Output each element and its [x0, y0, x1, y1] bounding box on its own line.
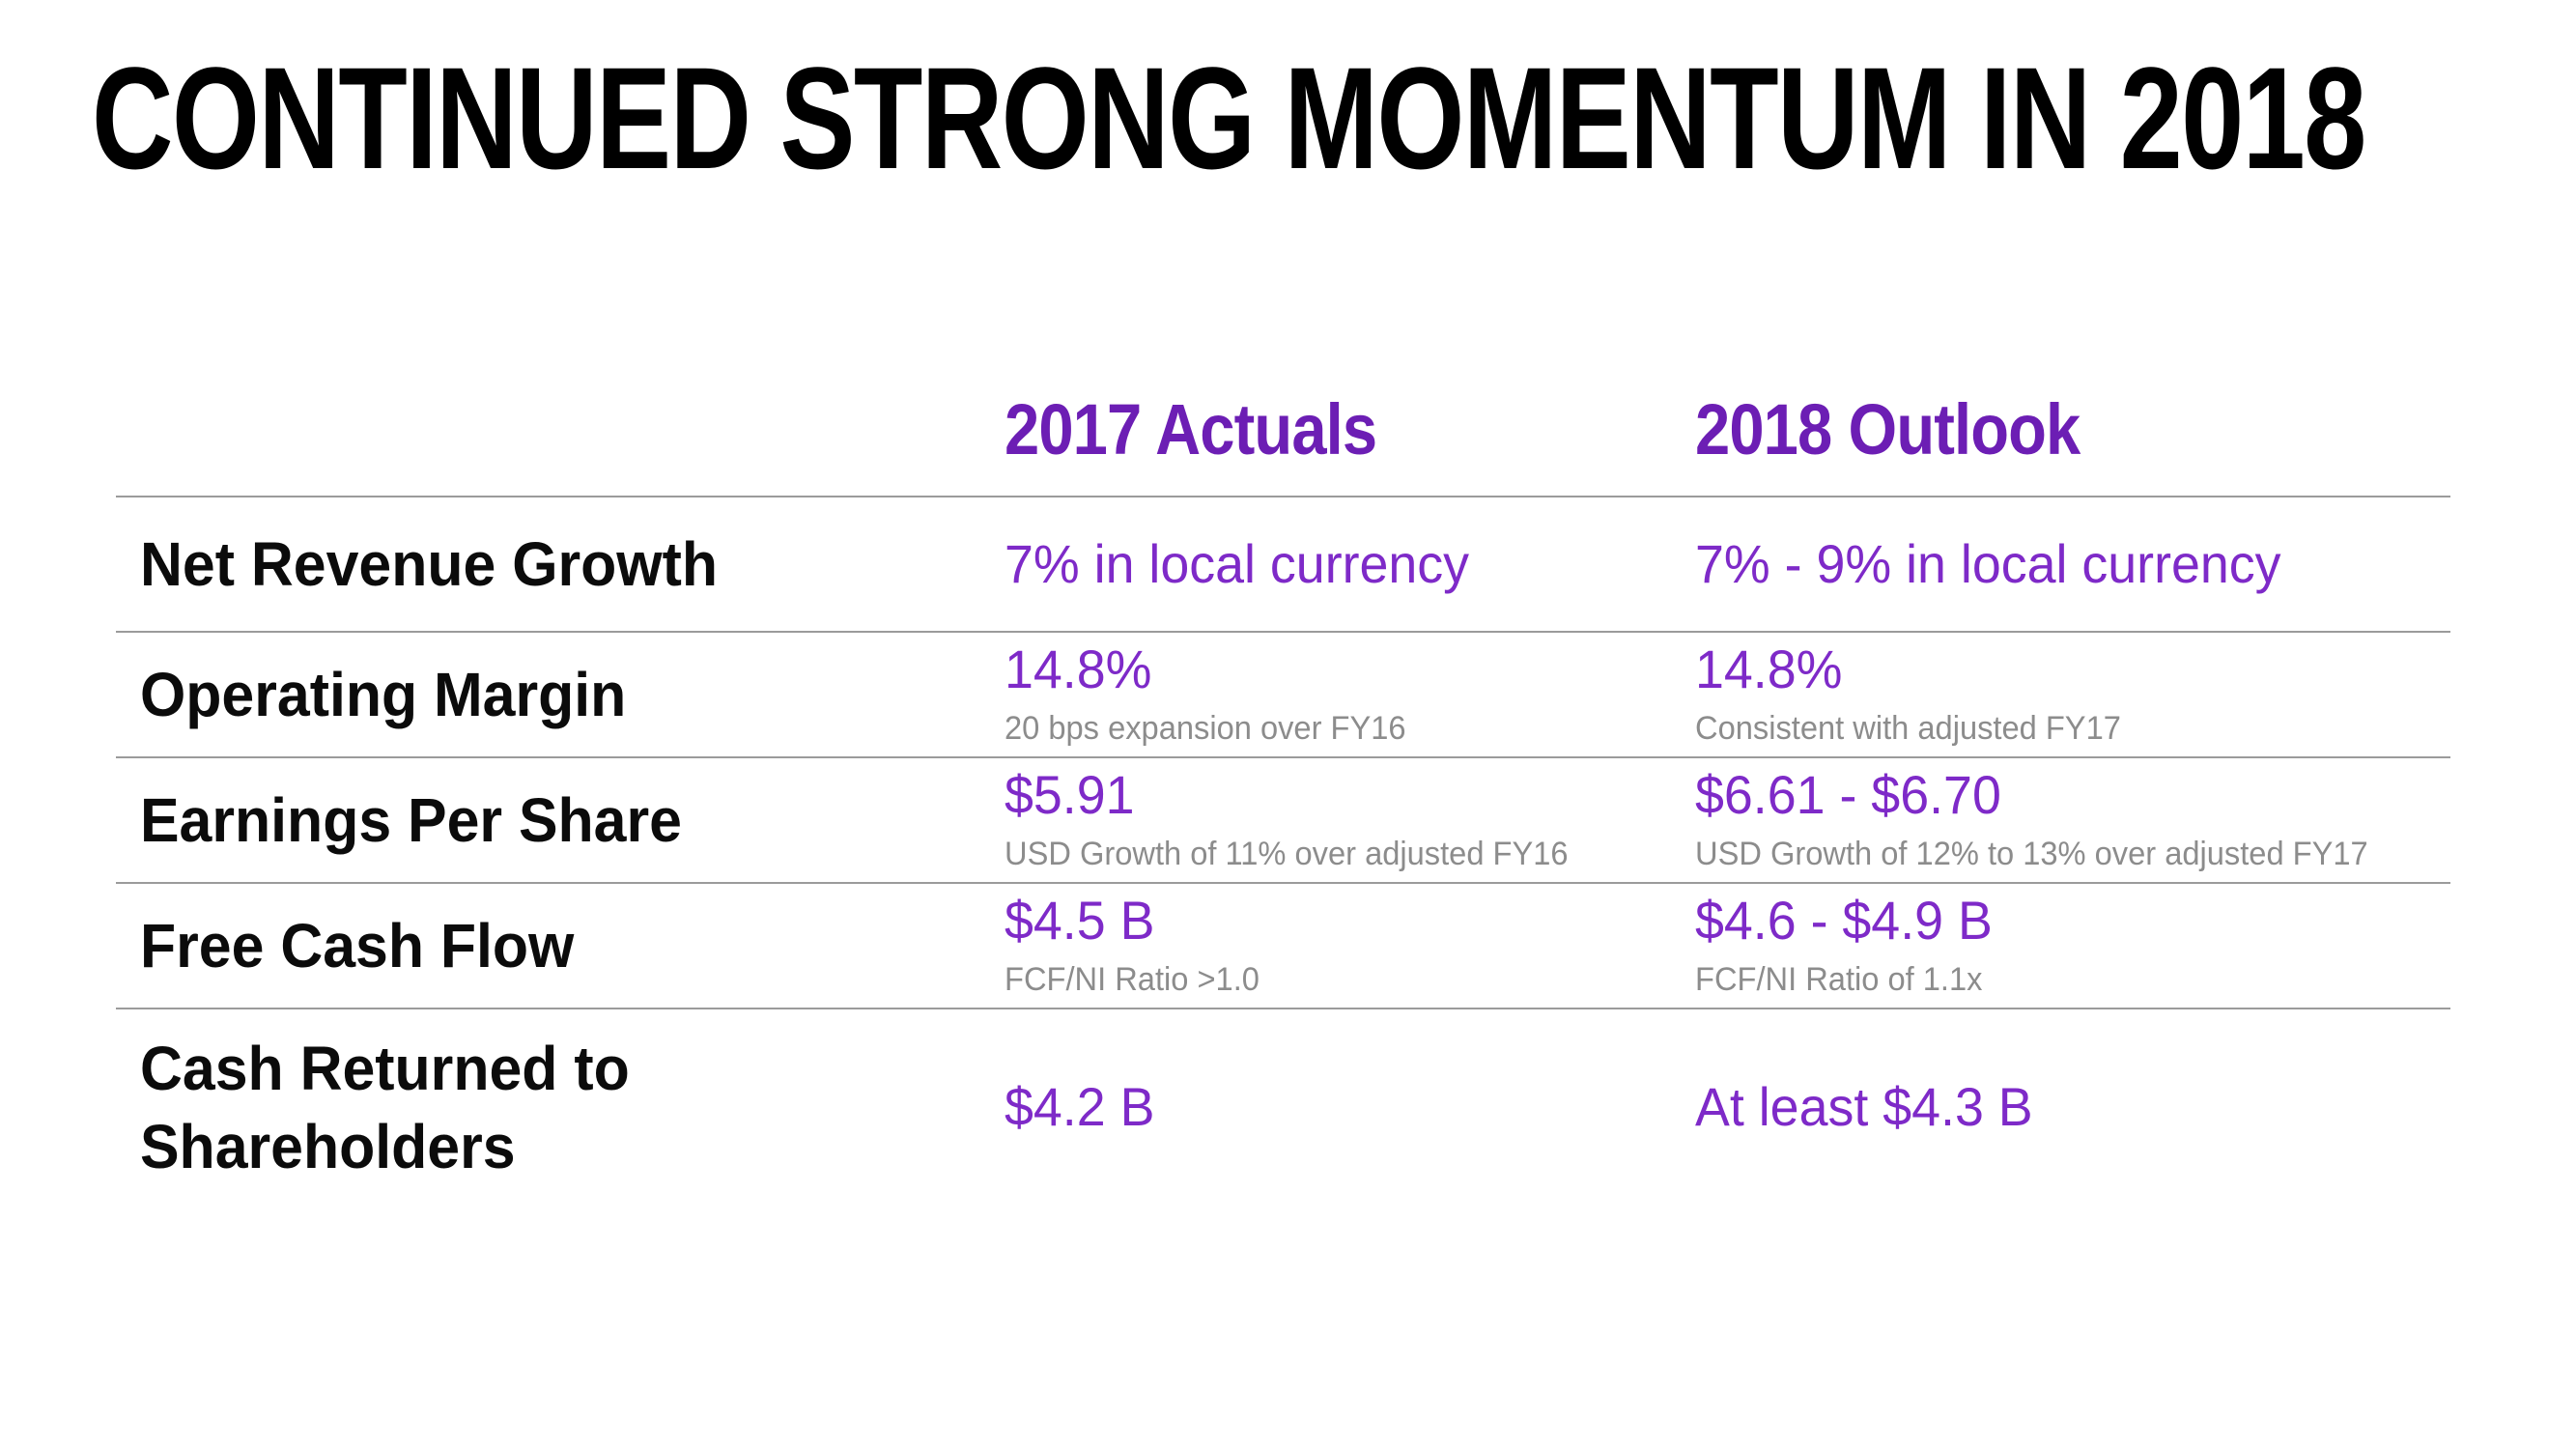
table-row: Operating Margin 14.8% 20 bps expansion …	[116, 631, 2450, 756]
table-row: Net Revenue Growth 7% in local currency …	[116, 496, 2450, 631]
actuals-cell: $4.5 B FCF/NI Ratio >1.0	[995, 884, 1685, 1008]
metric-label-cell: Earnings Per Share	[116, 758, 995, 882]
table-body: Net Revenue Growth 7% in local currency …	[116, 496, 2450, 1206]
metric-label: Net Revenue Growth	[140, 528, 718, 599]
metric-label: Operating Margin	[140, 659, 627, 729]
actual-value: $4.2 B	[1005, 1076, 1155, 1138]
outlook-value: $4.6 - $4.9 B	[1695, 890, 1993, 952]
table-header-row: 2017 Actuals 2018 Outlook	[116, 367, 2450, 496]
actuals-cell: 7% in local currency	[995, 497, 1685, 631]
outlook-value: 14.8%	[1695, 639, 1843, 700]
metric-label-cell: Operating Margin	[116, 633, 995, 756]
column-header-2017-actuals: 2017 Actuals	[1005, 389, 1377, 469]
outlook-value: $6.61 - $6.70	[1695, 764, 2001, 826]
actual-value: 14.8%	[1005, 639, 1152, 700]
metric-label: Free Cash Flow	[140, 910, 575, 980]
outlook-note: FCF/NI Ratio of 1.1x	[1695, 961, 1983, 999]
actual-note: USD Growth of 11% over adjusted FY16	[1005, 836, 1569, 873]
actual-note: 20 bps expansion over FY16	[1005, 710, 1406, 748]
metric-label-cell: Free Cash Flow	[116, 884, 995, 1008]
page-title: CONTINUED STRONG MOMENTUM IN 2018	[92, 37, 2576, 199]
actuals-cell: 14.8% 20 bps expansion over FY16	[995, 633, 1685, 756]
table-row: Free Cash Flow $4.5 B FCF/NI Ratio >1.0 …	[116, 882, 2450, 1008]
outlook-cell: At least $4.3 B	[1685, 1009, 2450, 1206]
actual-value: $4.5 B	[1005, 890, 1155, 952]
table-row: Earnings Per Share $5.91 USD Growth of 1…	[116, 756, 2450, 882]
outlook-value: 7% - 9% in local currency	[1695, 532, 2281, 594]
header-cell-2018: 2018 Outlook	[1685, 388, 2450, 496]
table-row: Cash Returned to Shareholders $4.2 B At …	[116, 1008, 2450, 1206]
actual-note: FCF/NI Ratio >1.0	[1005, 961, 1260, 999]
outlook-note: USD Growth of 12% to 13% over adjusted F…	[1695, 836, 2368, 873]
outlook-cell: 14.8% Consistent with adjusted FY17	[1685, 633, 2450, 756]
outlook-cell: 7% - 9% in local currency	[1685, 497, 2450, 631]
outlook-note: Consistent with adjusted FY17	[1695, 710, 2121, 748]
page-title-text: CONTINUED STRONG MOMENTUM IN 2018	[92, 37, 2366, 199]
outlook-value: At least $4.3 B	[1695, 1076, 2033, 1138]
actual-value: $5.91	[1005, 764, 1135, 826]
column-header-2018-outlook: 2018 Outlook	[1695, 389, 2081, 469]
metric-label: Cash Returned to Shareholders	[140, 1033, 630, 1181]
outlook-cell: $4.6 - $4.9 B FCF/NI Ratio of 1.1x	[1685, 884, 2450, 1008]
actuals-cell: $4.2 B	[995, 1009, 1685, 1206]
financial-outlook-table: 2017 Actuals 2018 Outlook Net Revenue Gr…	[116, 367, 2450, 1206]
actuals-cell: $5.91 USD Growth of 11% over adjusted FY…	[995, 758, 1685, 882]
header-cell-2017: 2017 Actuals	[995, 388, 1685, 496]
metric-label-cell: Cash Returned to Shareholders	[116, 1009, 995, 1206]
metric-label: Earnings Per Share	[140, 784, 682, 855]
metric-label-cell: Net Revenue Growth	[116, 497, 995, 631]
header-spacer	[116, 470, 995, 496]
outlook-cell: $6.61 - $6.70 USD Growth of 12% to 13% o…	[1685, 758, 2450, 882]
actual-value: 7% in local currency	[1005, 532, 1470, 594]
